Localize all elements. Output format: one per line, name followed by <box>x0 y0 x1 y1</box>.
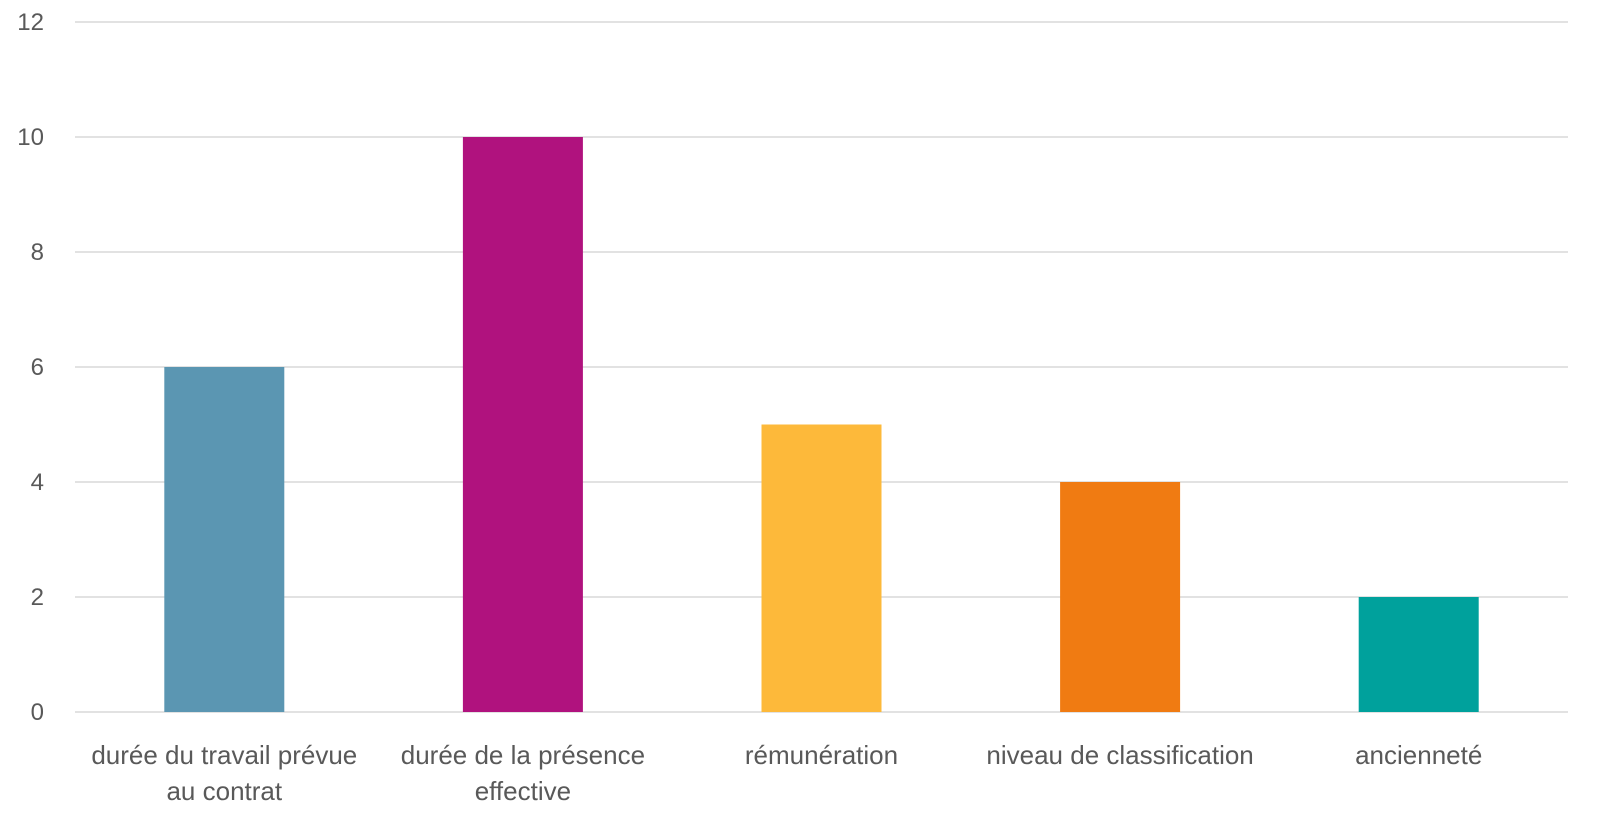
y-tick-label: 8 <box>31 239 44 266</box>
x-category-label: rémunération <box>745 740 898 770</box>
bar <box>761 424 882 712</box>
bar <box>462 137 583 712</box>
x-category-label: niveau de classification <box>986 740 1253 770</box>
bar <box>1060 482 1181 712</box>
x-category-label-line: ancienneté <box>1355 740 1482 770</box>
x-category-label: durée du travail prévue au contrat <box>91 740 357 806</box>
y-tick-label: 0 <box>31 699 44 726</box>
y-axis-ticks: 0 2 4 6 8 10 12 <box>17 9 44 726</box>
y-tick-label: 2 <box>31 584 44 611</box>
y-tick-label: 10 <box>17 124 44 151</box>
x-category-label-line: durée de la présence <box>401 740 645 770</box>
bars <box>164 137 1479 712</box>
y-tick-label: 6 <box>31 354 44 381</box>
y-tick-label: 4 <box>31 469 44 496</box>
x-category-label-line: rémunération <box>745 740 898 770</box>
bar <box>1358 597 1479 712</box>
x-category-label: ancienneté <box>1355 740 1482 770</box>
x-category-label-line: niveau de classification <box>986 740 1253 770</box>
y-tick-label: 12 <box>17 9 44 36</box>
x-category-label-line: effective <box>475 776 571 806</box>
x-category-label-line: au contrat <box>166 776 282 806</box>
x-category-label-line: durée du travail prévue <box>91 740 357 770</box>
x-category-label: durée de la présence effective <box>401 740 645 806</box>
bar <box>164 367 285 712</box>
